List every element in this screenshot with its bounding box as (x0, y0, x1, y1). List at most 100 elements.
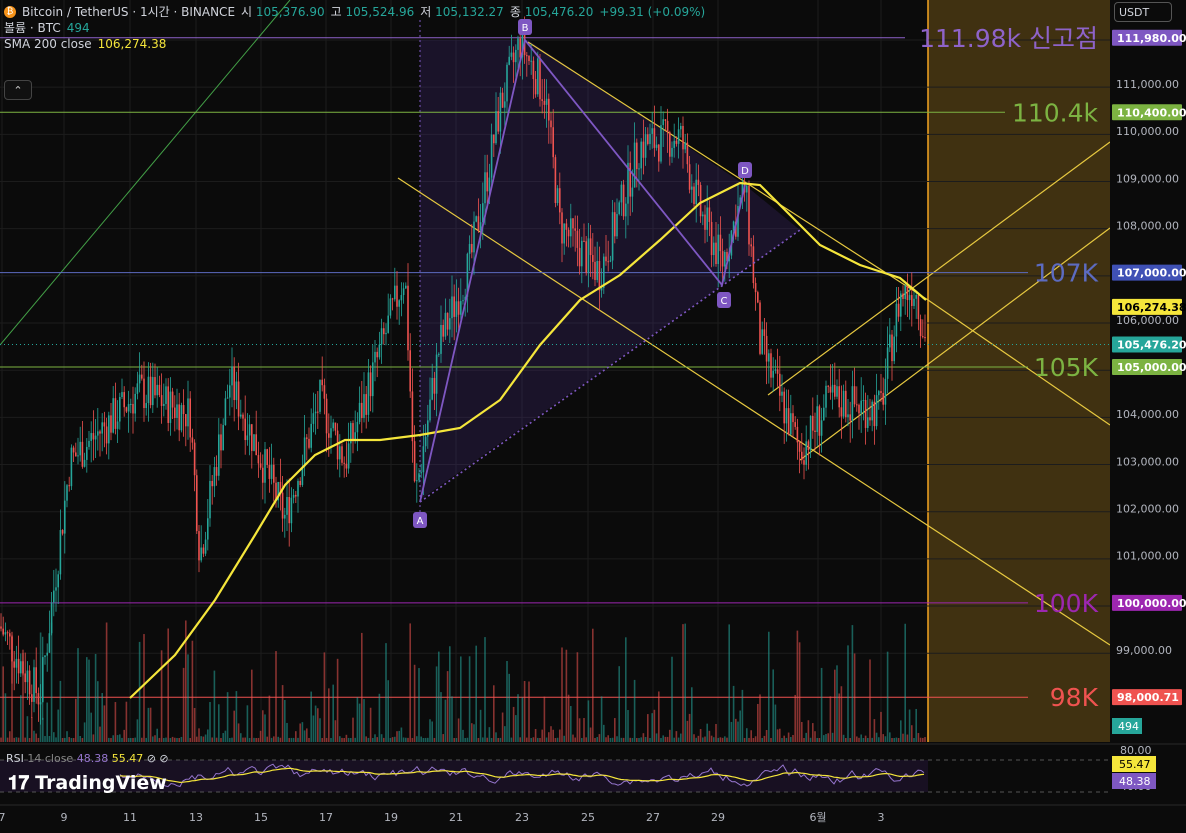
volume-bar (292, 737, 295, 742)
volume-bar (130, 737, 132, 742)
volume-bar (435, 666, 438, 742)
candle (741, 181, 744, 198)
volume-bar (343, 738, 345, 742)
candle (785, 408, 788, 424)
candle (374, 351, 376, 363)
ohlc-high: 고 105,524.96 (330, 5, 415, 19)
candle (75, 452, 77, 457)
rising-channel-lower (799, 227, 1111, 461)
chevron-up-icon: ⌃ (13, 83, 23, 97)
volume-bar (440, 692, 442, 742)
volume-bar (101, 693, 103, 742)
volume-bar (321, 737, 323, 742)
volume-bar (638, 738, 640, 742)
hide-icon[interactable]: ⊘ (146, 752, 156, 765)
volume-bar (143, 634, 145, 742)
hide-icon-2[interactable]: ⊘ (159, 752, 169, 765)
volume-bar (583, 717, 585, 742)
candle (156, 384, 158, 396)
candle (842, 390, 845, 417)
sma-legend[interactable]: SMA 200 close 106,274.38 (4, 36, 705, 52)
volume-bar (127, 737, 130, 742)
candle (697, 179, 700, 185)
volume-bar (171, 736, 174, 742)
volume-bar (807, 720, 810, 742)
candle (482, 203, 484, 223)
volume-bar (306, 728, 308, 742)
volume-bar (873, 719, 876, 742)
candle (851, 386, 854, 421)
candle (92, 433, 95, 440)
time-tick-label: 6월 (809, 811, 826, 824)
candle (180, 405, 183, 431)
volume-bar (264, 714, 266, 742)
candle (72, 447, 75, 453)
currency-button[interactable]: USDT (1114, 2, 1172, 22)
volume-bar (229, 737, 231, 742)
volume-bar (482, 737, 484, 742)
candle (779, 373, 781, 396)
candle (136, 383, 139, 394)
candle (473, 221, 475, 253)
volume-bar (222, 733, 224, 742)
symbol-title[interactable]: Bitcoin / TetherUS · 1시간 · BINANCE (22, 5, 236, 19)
collapse-legend-button[interactable]: ⌃ (4, 80, 32, 100)
volume-bar (413, 664, 416, 742)
candle (222, 425, 224, 451)
volume-bar (121, 737, 123, 742)
candle (143, 378, 145, 409)
volume-bar (875, 732, 878, 742)
volume-bar (147, 707, 150, 742)
candle (279, 481, 282, 493)
volume-bar (314, 705, 317, 742)
candle (171, 391, 174, 408)
volume-bar (512, 706, 515, 742)
volume-bar (620, 737, 623, 742)
candle (924, 337, 926, 339)
price-badge (1112, 29, 1182, 46)
candle (237, 381, 240, 417)
candle (361, 402, 363, 419)
price-badge (1112, 264, 1182, 281)
volume-bar (636, 737, 638, 742)
volume-bar (567, 694, 570, 742)
volume-bar (570, 706, 572, 742)
volume-bar (299, 723, 301, 742)
candle (268, 465, 271, 479)
volume-legend[interactable]: 볼륨 · BTC 494 (4, 20, 705, 36)
volume-bar (163, 737, 165, 742)
volume-bar (845, 737, 847, 742)
bitcoin-icon: ₿ (4, 6, 16, 18)
candle (369, 372, 372, 397)
volume-bar (215, 737, 218, 742)
candle (596, 260, 598, 280)
candle (578, 247, 581, 267)
tradingview-icon: 𝟏𝟕 (8, 772, 30, 794)
candle (372, 362, 374, 397)
volume-bar (409, 623, 411, 742)
candle (20, 661, 22, 674)
volume-bar (552, 729, 554, 742)
rsi-legend[interactable]: RSI 14 close 48.38 55.47 ⊘ ⊘ (6, 752, 169, 765)
candle (770, 353, 772, 378)
volume-bar (53, 732, 55, 742)
volume-bar (816, 737, 818, 742)
candle (81, 441, 84, 467)
volume-bar (9, 731, 11, 742)
sma-label: SMA 200 close (4, 37, 92, 51)
candle (774, 369, 777, 371)
volume-bar (589, 727, 592, 742)
rsi-line (119, 763, 925, 788)
volume-bar (108, 737, 110, 742)
volume-bar (812, 723, 814, 742)
volume-bar (259, 730, 262, 742)
volume-bar (339, 736, 341, 742)
candle (57, 574, 59, 588)
volume-bar (779, 728, 781, 742)
volume-badge-text: 494 (1118, 720, 1139, 733)
candle (840, 407, 843, 417)
volume-bar (902, 733, 904, 742)
volume-bar (834, 669, 836, 742)
